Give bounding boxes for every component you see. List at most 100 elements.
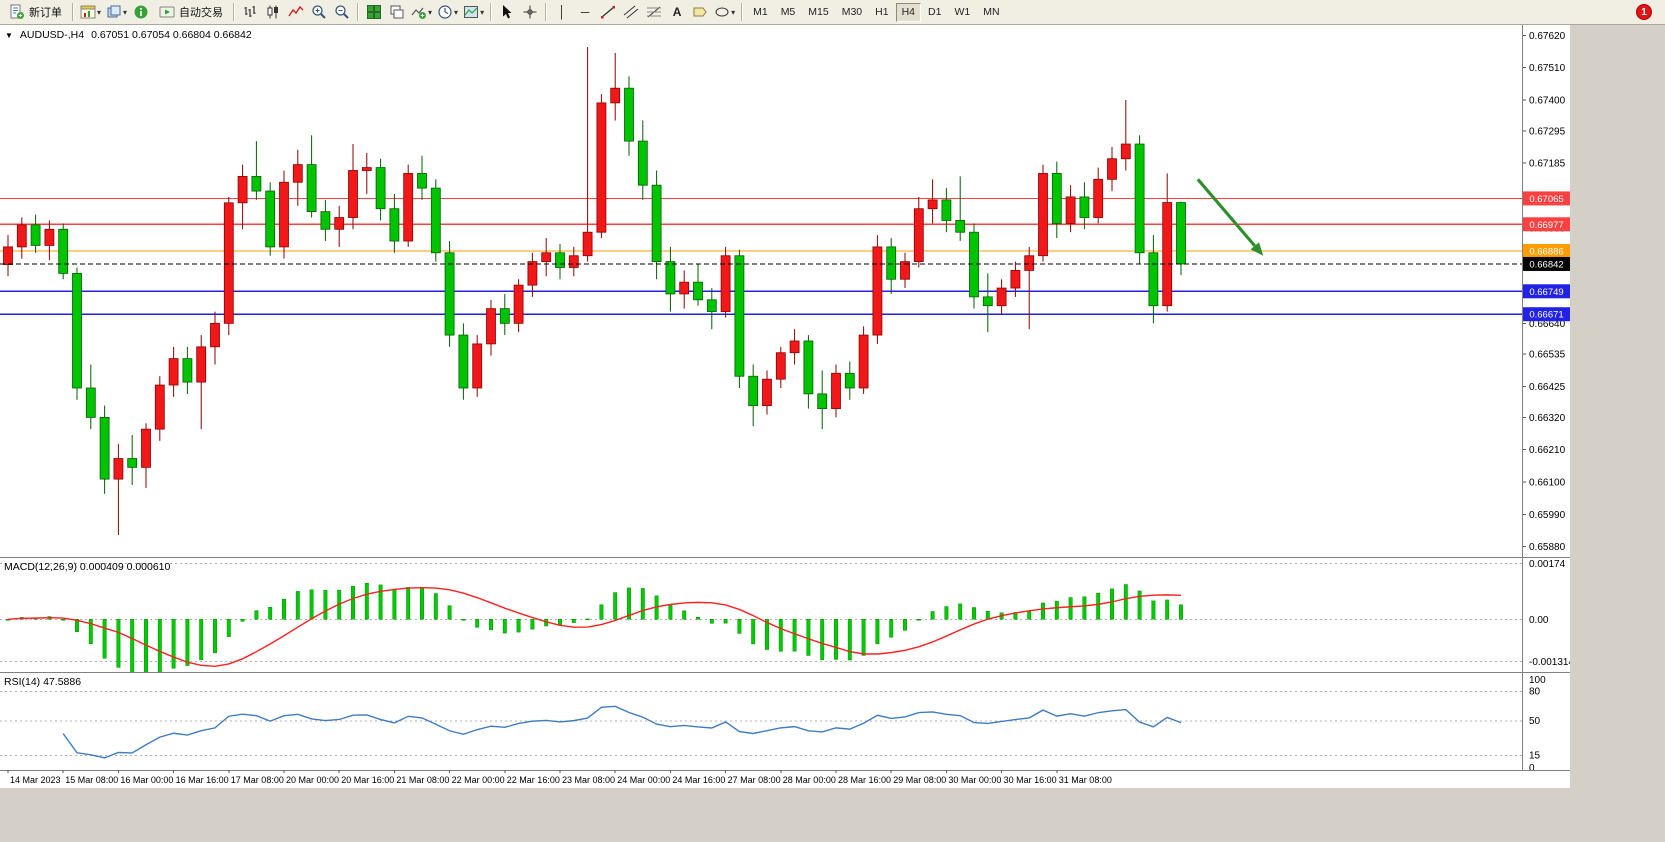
auto-trading-button[interactable]: 自动交易 xyxy=(153,2,229,23)
new-chart-button[interactable]: ▾ xyxy=(78,2,103,23)
dropdown-caret: ▾ xyxy=(428,7,433,17)
help-icon xyxy=(134,5,148,19)
one-click-trading-arrow[interactable]: ▼ xyxy=(5,30,13,40)
timeframe-m1[interactable]: M1 xyxy=(753,6,768,18)
new-order-button[interactable]: 新订单 xyxy=(3,2,68,23)
timeframe-m30[interactable]: M30 xyxy=(841,6,863,18)
toolbar-separator xyxy=(741,3,744,21)
channel-icon xyxy=(623,5,639,19)
svg-text:0.66749: 0.66749 xyxy=(1529,287,1563,298)
chart-window: ▼ AUDUSD-,H4 0.67051 0.67054 0.66804 0.6… xyxy=(0,25,1570,788)
svg-text:15: 15 xyxy=(1529,750,1541,761)
bar-chart-button[interactable] xyxy=(239,2,261,23)
label-button[interactable] xyxy=(689,2,711,23)
svg-text:0.67620: 0.67620 xyxy=(1529,31,1566,42)
line-chart-icon xyxy=(288,5,304,17)
dropdown-caret: ▾ xyxy=(123,7,128,17)
svg-text:28 Mar 00:00: 28 Mar 00:00 xyxy=(783,775,836,785)
label-tool-icon xyxy=(693,7,707,17)
chart-symbol-label: AUDUSD-,H4 xyxy=(19,29,85,41)
zoom-in-button[interactable] xyxy=(308,2,330,23)
svg-text:0.65880: 0.65880 xyxy=(1529,542,1566,553)
svg-text:21 Mar 08:00: 21 Mar 08:00 xyxy=(396,775,449,785)
period-button[interactable]: ▾ xyxy=(435,2,460,23)
svg-text:29 Mar 08:00: 29 Mar 08:00 xyxy=(893,775,946,785)
svg-text:0.67510: 0.67510 xyxy=(1529,63,1566,74)
crosshair-icon xyxy=(523,5,537,19)
svg-text:0.66671: 0.66671 xyxy=(1529,310,1563,321)
profiles-button[interactable]: ▾ xyxy=(104,2,129,23)
profiles-icon xyxy=(107,5,121,18)
svg-text:20 Mar 00:00: 20 Mar 00:00 xyxy=(286,775,339,785)
time-axis[interactable]: 14 Mar 2023 15 Mar 08:00 16 Mar 00:00 16 Ma… xyxy=(0,770,1570,788)
svg-text:28 Mar 16:00: 28 Mar 16:00 xyxy=(838,775,891,785)
notifications-badge[interactable]: 1 xyxy=(1636,4,1652,20)
template-button[interactable]: ▾ xyxy=(461,2,486,23)
text-button[interactable]: A xyxy=(666,2,688,23)
svg-text:50: 50 xyxy=(1529,716,1541,727)
svg-text:0.66977: 0.66977 xyxy=(1529,220,1563,231)
toolbar-separator xyxy=(233,3,236,21)
timeframe-m15[interactable]: M15 xyxy=(808,6,829,18)
svg-text:31 Mar 08:00: 31 Mar 08:00 xyxy=(1059,775,1112,785)
svg-text:80: 80 xyxy=(1529,687,1541,698)
add-indicator-button[interactable]: ▾ xyxy=(409,2,434,23)
svg-text:0.67185: 0.67185 xyxy=(1529,159,1566,170)
svg-text:15 Mar 08:00: 15 Mar 08:00 xyxy=(65,775,118,785)
trendline-icon xyxy=(601,6,616,19)
toolbar-separator xyxy=(545,3,548,21)
horizontal-line-button[interactable]: ─ xyxy=(574,2,596,23)
line-chart-button[interactable] xyxy=(285,2,307,23)
timeframe-m5[interactable]: M5 xyxy=(780,6,796,18)
channel-button[interactable] xyxy=(620,2,642,23)
svg-text:16 Mar 16:00: 16 Mar 16:00 xyxy=(176,775,229,785)
svg-text:22 Mar 00:00: 22 Mar 00:00 xyxy=(452,775,505,785)
help-button[interactable] xyxy=(130,2,152,23)
cursor-icon xyxy=(503,5,512,19)
svg-text:0.00: 0.00 xyxy=(1529,615,1549,626)
svg-text:24 Mar 00:00: 24 Mar 00:00 xyxy=(617,775,670,785)
crosshair-button[interactable] xyxy=(519,2,541,23)
dropdown-caret: ▾ xyxy=(454,7,459,17)
fibonacci-button[interactable] xyxy=(643,2,665,23)
timeframe-d1[interactable]: D1 xyxy=(928,6,942,18)
svg-text:100: 100 xyxy=(1529,675,1546,686)
shapes-button[interactable]: ▾ xyxy=(712,2,737,23)
dropdown-caret: ▾ xyxy=(97,7,102,17)
zoom-out-button[interactable] xyxy=(331,2,353,23)
tile-windows-button[interactable] xyxy=(363,2,385,23)
timeframe-h4[interactable]: H4 xyxy=(895,2,922,22)
svg-text:16 Mar 00:00: 16 Mar 00:00 xyxy=(120,775,173,785)
candlestick-chart-button[interactable] xyxy=(262,2,284,23)
cascade-windows-icon xyxy=(390,5,404,19)
chart-ohlc-label: 0.67051 0.67054 0.66804 0.66842 xyxy=(91,29,252,41)
svg-text:0.67065: 0.67065 xyxy=(1529,194,1563,205)
cascade-windows-button[interactable] xyxy=(386,2,408,23)
text-tool-icon: A xyxy=(672,5,682,19)
svg-text:0.66320: 0.66320 xyxy=(1529,413,1566,424)
svg-text:0.66535: 0.66535 xyxy=(1529,350,1566,361)
svg-text:0.67295: 0.67295 xyxy=(1529,126,1566,137)
svg-text:0.66100: 0.66100 xyxy=(1529,478,1566,489)
svg-text:0.66842: 0.66842 xyxy=(1529,259,1563,270)
timeframe-h1[interactable]: H1 xyxy=(875,6,889,18)
macd-panel[interactable]: 0.00174 0.00 -0.001314 xyxy=(0,557,1570,672)
auto-trading-icon xyxy=(159,6,175,18)
svg-text:30 Mar 16:00: 30 Mar 16:00 xyxy=(1004,775,1057,785)
svg-text:22 Mar 16:00: 22 Mar 16:00 xyxy=(507,775,560,785)
period-clock-icon xyxy=(438,5,452,19)
svg-text:24 Mar 16:00: 24 Mar 16:00 xyxy=(672,775,725,785)
bar-chart-icon xyxy=(244,6,256,17)
svg-text:0.66640: 0.66640 xyxy=(1529,319,1566,330)
cursor-button[interactable] xyxy=(496,2,518,23)
svg-text:0.66425: 0.66425 xyxy=(1529,382,1566,393)
macd-label: MACD(12,26,9) 0.000409 0.000610 xyxy=(4,561,171,573)
timeframe-w1[interactable]: W1 xyxy=(954,6,971,18)
vertical-line-button[interactable]: │ xyxy=(551,2,573,23)
price-chart-panel[interactable]: 0.67620 0.67510 0.67400 0.67295 0.67185 0.670… xyxy=(0,25,1570,557)
toolbar-separator xyxy=(72,3,74,21)
svg-text:30 Mar 00:00: 30 Mar 00:00 xyxy=(948,775,1001,785)
trendline-button[interactable] xyxy=(597,2,619,23)
timeframe-mn[interactable]: MN xyxy=(983,6,1000,18)
